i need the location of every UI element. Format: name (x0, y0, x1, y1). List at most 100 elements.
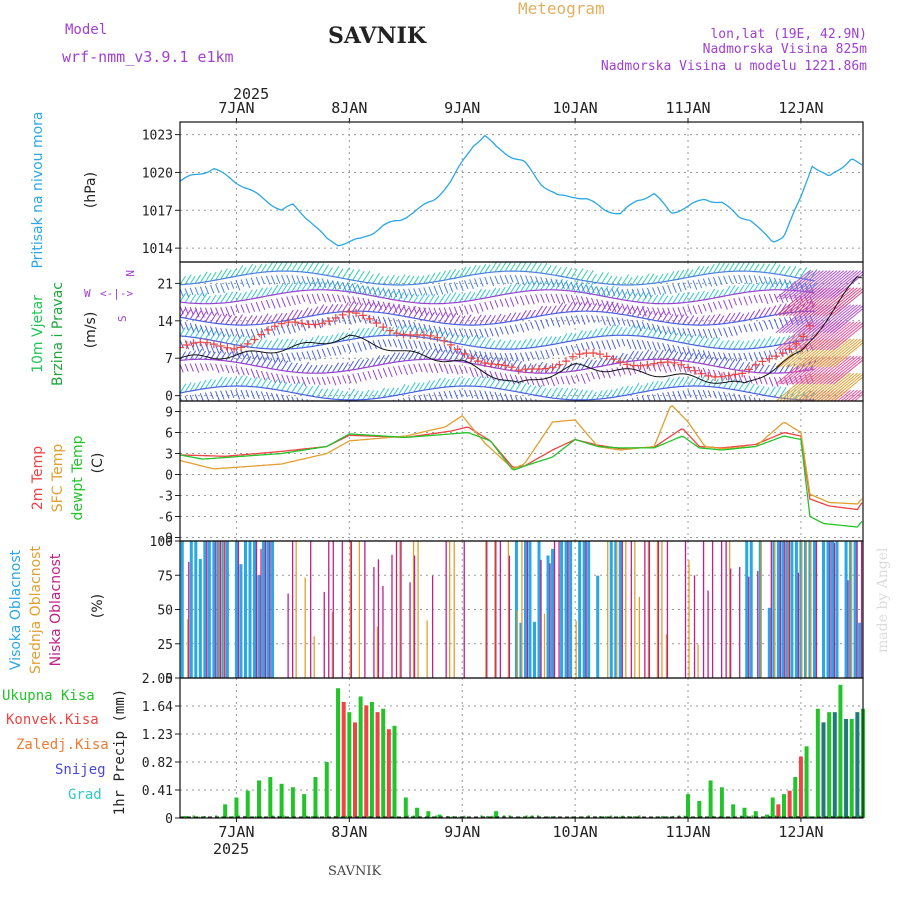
wind-level-line-5 (180, 270, 815, 286)
precip-bar-total (686, 794, 691, 818)
cloud-high-bar (243, 541, 247, 678)
cloud-high-bar (609, 541, 613, 678)
wind-strong-barbs-17 (775, 304, 863, 334)
wind-strong-barbs-20 (775, 287, 863, 317)
panel-precipitation: 0 0.41 0.82 1.23 1.64 2.05 (142, 672, 865, 827)
ytick-label-wind-0: 0 (165, 390, 173, 405)
cloud-high-bar (180, 541, 184, 678)
precip-bar-total (708, 780, 713, 818)
cloud-high-bar (564, 541, 568, 678)
wind-barb-tail-5 (180, 274, 815, 299)
precip-bar-total (437, 814, 442, 818)
precip-bar-snow (855, 712, 860, 818)
precip-bar-conv (386, 729, 391, 818)
ytick-label-wind-3: 21 (157, 277, 173, 292)
pressure-ylabels: Pritisak na nivou mora (hPa) (30, 111, 99, 268)
precip-bar-total (347, 712, 352, 818)
cloud-high-bar (532, 621, 536, 678)
cloud-high-bar (514, 541, 518, 678)
ytick-label-temperature-2: -3 (157, 490, 173, 505)
cloud-high-bar (849, 541, 853, 678)
precip-bar-conv (798, 756, 803, 818)
precip-bar-snow (832, 712, 837, 818)
precip-bar-total (415, 807, 420, 818)
precip-bar-total (279, 783, 284, 818)
precip-bar-trace (435, 815, 438, 818)
ytick-label-temperature-4: 3 (165, 448, 173, 463)
cloud-unit: (%) (90, 594, 106, 618)
wind-compass: W <-|-> N S (84, 270, 136, 322)
compass-w: W (84, 287, 91, 300)
precip-bar-total (313, 777, 318, 818)
cloud-high-bar (831, 541, 835, 678)
cloud-high-bar (799, 541, 803, 678)
precip-bar-trace (260, 815, 263, 818)
ytick-label-clouds-2: 50 (157, 604, 173, 619)
precip-bar-total (815, 708, 820, 818)
product-title: Meteogram (518, 0, 605, 18)
precip-bar-total (403, 797, 408, 818)
cloud-high-bar (808, 541, 812, 678)
precip-bar-trace (841, 815, 844, 818)
model-elevation-label: Nadmorska Visina u modelu 1221.86m (601, 59, 867, 74)
precip-bar-total (765, 814, 770, 818)
legend-total: Ukupna Kisa (2, 688, 95, 704)
ytick-label-temperature-1: -6 (157, 511, 173, 526)
ytick-label-precipitation-5: 2.05 (142, 672, 173, 687)
precip-bar-trace (836, 815, 839, 818)
precip-bar-trace (367, 816, 370, 818)
model-name: wrf-nmm_v3.9.1 e1km (62, 48, 234, 66)
precip-bar-trace (491, 815, 494, 818)
precip-bar-total (742, 807, 747, 818)
legend-conv: Konvek.Kisa (6, 712, 99, 728)
precip-bar-total (358, 696, 363, 818)
cloud-high-bar (745, 541, 749, 678)
precip-bar-trace (282, 815, 285, 818)
ytick-label-temperature-6: 9 (165, 406, 173, 421)
cloud-high-bar (523, 541, 527, 678)
day-label-top-0: 7JAN (218, 99, 254, 117)
pressure-unit: (hPa) (83, 172, 99, 208)
cloud-high-bar (239, 564, 243, 678)
precip-bar-total (245, 790, 250, 818)
ytick-label-precipitation-1: 0.41 (142, 784, 173, 799)
cloud-high-bar (271, 541, 275, 678)
cloud-high-bar (207, 541, 211, 678)
precip-bar-total (697, 800, 702, 818)
precip-bar-total (770, 797, 775, 818)
cloud-high-bar (257, 575, 261, 678)
cloud-high-bar (560, 541, 564, 678)
cloud-high-bar (772, 541, 776, 678)
cloud-low-label: Niska Oblacnost (48, 553, 64, 666)
ytick-label-precipitation-3: 1.23 (142, 728, 173, 743)
cloud-high-bar (528, 541, 532, 678)
ytick-label-precipitation-2: 0.82 (142, 756, 173, 771)
temp-ylabels: 2m Temp SFC Temp dewpt Temp (C) (30, 435, 106, 520)
cloud-high-bar (587, 541, 591, 678)
precip-bar-conv (776, 804, 781, 818)
cloud-high-bar (234, 541, 238, 678)
precip-bar-total (257, 780, 262, 818)
precip-bar-conv (787, 790, 792, 818)
cloud-high-bar (546, 555, 550, 678)
elevation-label: Nadmorska Visina 825m (703, 42, 868, 57)
cloud-high-bar (844, 541, 848, 678)
cloud-high-bar (618, 541, 622, 678)
cloud-high-bar (776, 541, 780, 678)
wind-ylabels: 10m Vjetar Brzina i Pravac (m/s) (30, 282, 99, 386)
cloud-high-bar (221, 541, 225, 678)
cloud-high-bar (578, 541, 582, 678)
ytick-label-wind-1: 7 (165, 352, 173, 367)
compass-s: S (116, 315, 129, 322)
precip-bar-total (838, 684, 843, 818)
temp-line-2m (179, 426, 863, 511)
day-label-bottom-2: 9JAN (444, 823, 480, 841)
cloud-ylabels: Visoka Oblacnost Srednja Oblacnost Niska… (8, 546, 106, 674)
day-label-bottom-4: 11JAN (665, 823, 710, 841)
wind-barb-row-0 (180, 375, 816, 401)
wind-ylabel-2: Brzina i Pravac (50, 282, 66, 386)
wind-barb-row-5 (180, 262, 818, 286)
ytick-label-wind-2: 14 (157, 315, 173, 330)
cloud-high-bar (569, 541, 573, 678)
day-label-bottom-1: 8JAN (331, 823, 367, 841)
